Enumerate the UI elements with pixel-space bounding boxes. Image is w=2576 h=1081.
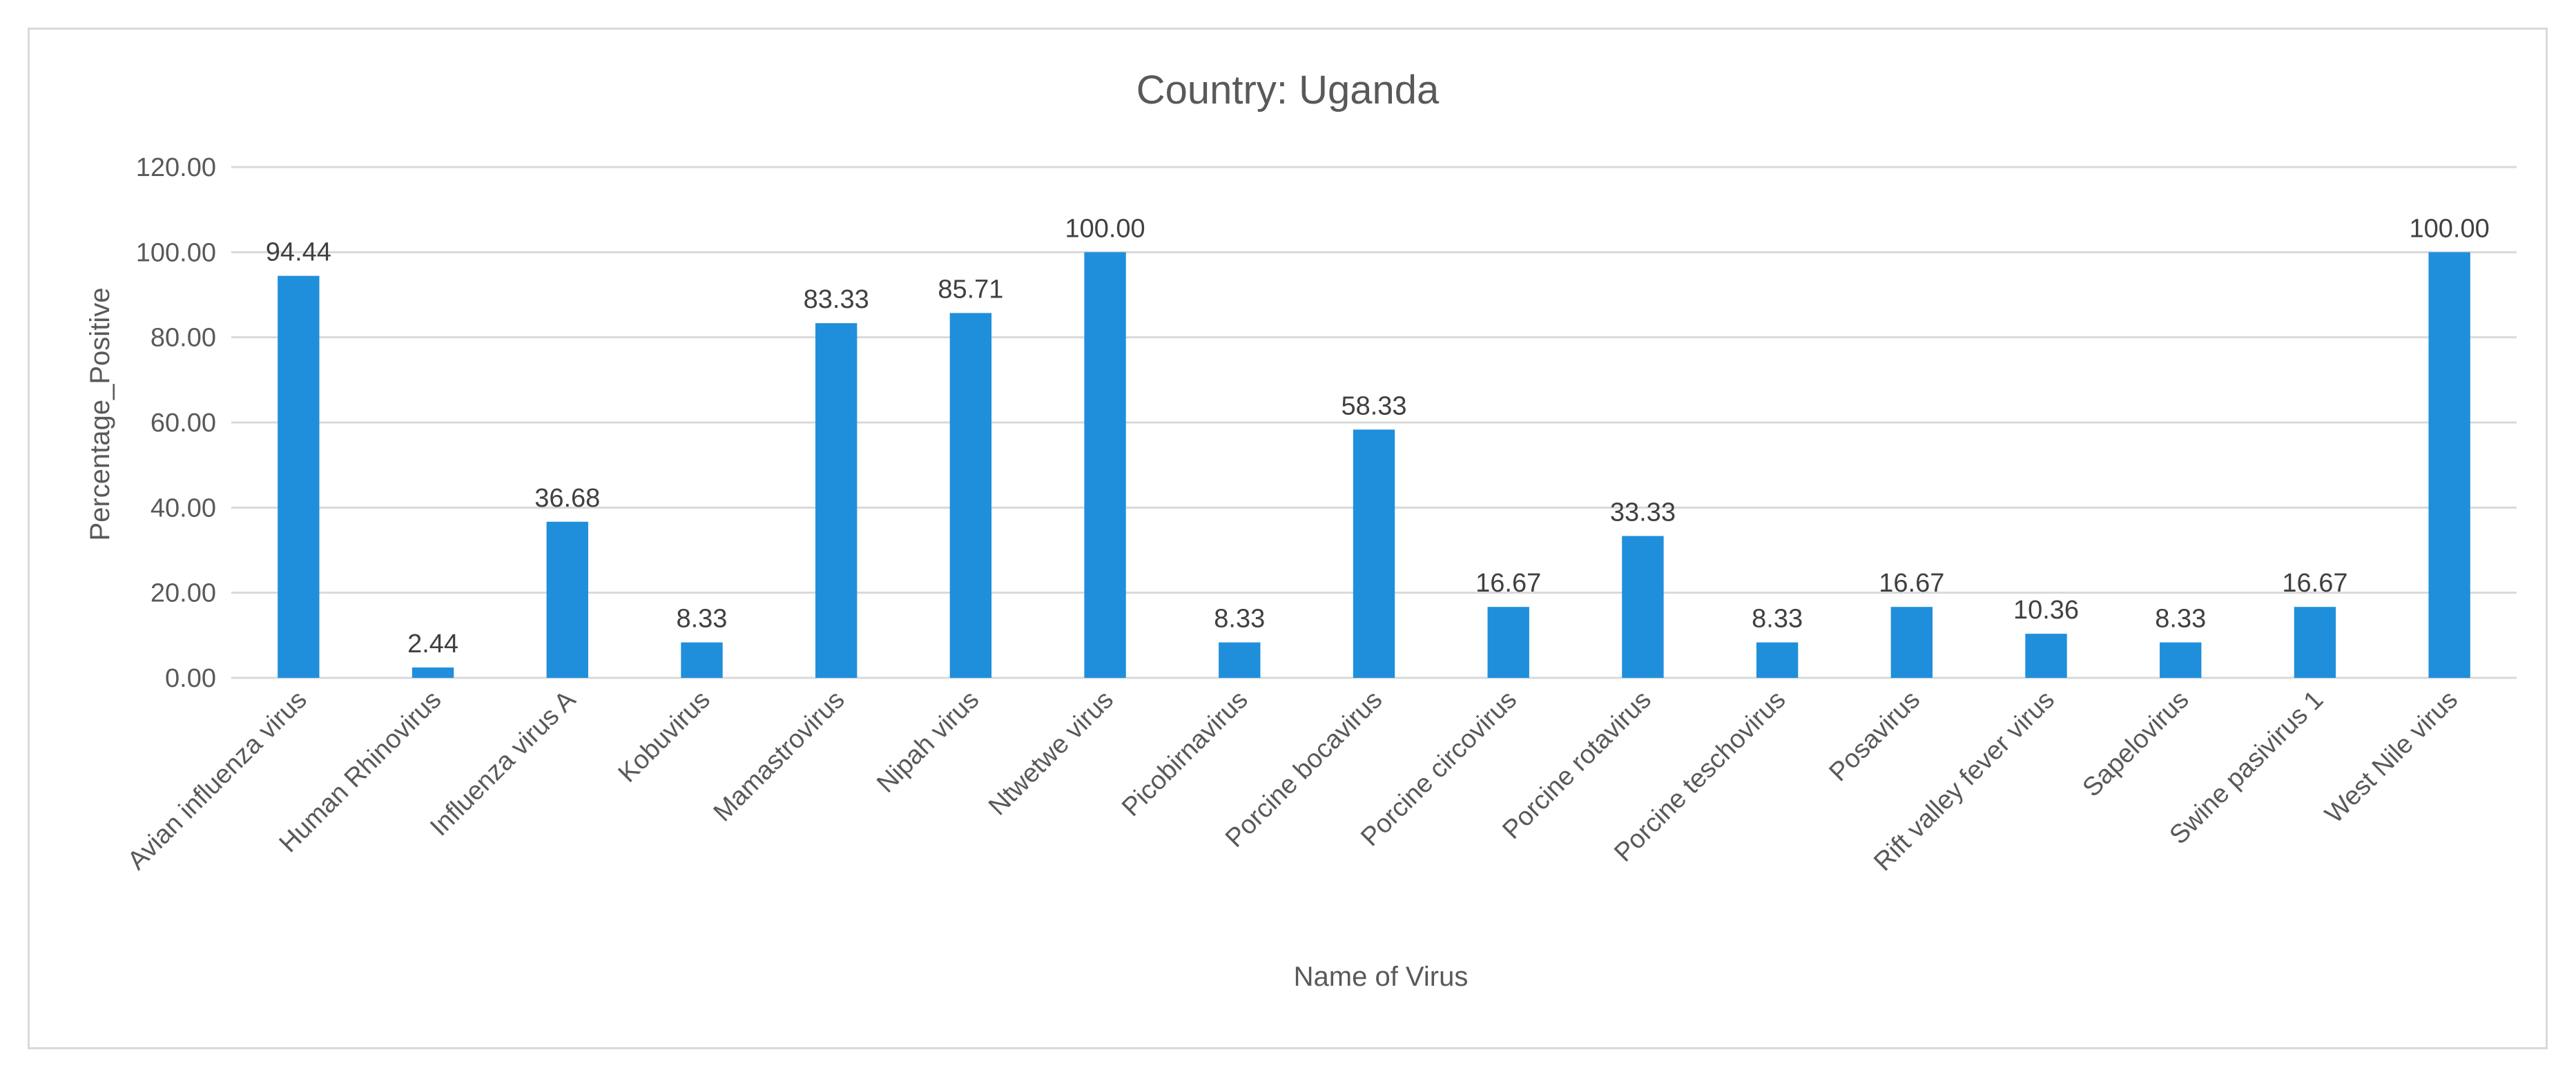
x-tick-label: Nipah virus (871, 685, 985, 799)
y-tick-label: 60.00 (151, 409, 216, 438)
bar (815, 323, 858, 678)
data-label: 16.67 (1475, 569, 1541, 598)
bars (278, 252, 2470, 679)
bar (949, 313, 992, 679)
data-label: 83.33 (804, 285, 869, 314)
bar (1353, 429, 1395, 678)
data-label: 16.67 (1879, 569, 1944, 598)
y-tick-label: 100.00 (136, 238, 216, 267)
data-label: 2.44 (407, 630, 458, 659)
data-label: 16.67 (2282, 569, 2347, 598)
bar (1756, 642, 1799, 678)
x-tick-label: Ntwetwe virus (983, 685, 1119, 821)
bar (411, 667, 454, 678)
x-tick-label: Posavirus (1824, 685, 1926, 788)
y-tick-label: 0.00 (165, 664, 216, 693)
y-tick-label: 20.00 (151, 579, 216, 608)
data-label: 33.33 (1610, 498, 1676, 527)
data-label: 58.33 (1341, 391, 1406, 420)
gridlines (231, 166, 2517, 679)
data-labels: 94.44 2.44 36.68 8.33 83.33 85.71 100.00 8.33 58… (266, 214, 2490, 659)
x-tick-label: Influenza virus A (425, 685, 581, 841)
bar (2025, 634, 2067, 678)
x-tick-label: West Nile virus (2320, 685, 2463, 829)
bar (1487, 607, 1529, 678)
data-label: 10.36 (2013, 596, 2079, 625)
data-label: 100.00 (1065, 214, 1145, 243)
bar (278, 275, 320, 678)
bar (2160, 642, 2202, 678)
y-tick-label: 120.00 (136, 153, 216, 182)
data-label: 8.33 (2155, 605, 2206, 634)
x-tick-label: Porcine rotavirus (1497, 685, 1656, 845)
chart-frame (28, 28, 2548, 1049)
bar (1622, 536, 1664, 678)
y-tick-label: 80.00 (151, 324, 216, 353)
chart-title: Country: Uganda (1136, 68, 1440, 113)
data-label: 8.33 (1214, 605, 1265, 634)
data-label: 94.44 (266, 238, 331, 267)
bar (1890, 607, 1933, 678)
data-label: 8.33 (1752, 605, 1803, 634)
y-axis-title: Percentage_Positive (85, 288, 115, 541)
bar (1219, 642, 1261, 678)
x-tick-label: Sapelovirus (2077, 685, 2194, 803)
x-tick-label: Kobuvirus (613, 685, 716, 788)
data-label: 8.33 (676, 605, 727, 634)
data-label: 85.71 (938, 275, 1003, 304)
bar (2294, 607, 2336, 678)
bar (681, 642, 723, 678)
bar (2428, 252, 2470, 678)
data-label: 100.00 (2410, 214, 2490, 243)
x-axis-title: Name of Virus (1294, 962, 1469, 992)
y-tick-label: 40.00 (151, 494, 216, 523)
bar (546, 521, 588, 678)
data-label: 36.68 (534, 484, 600, 513)
y-axis-ticks: 0.00 20.00 40.00 60.00 80.00 100.00 120.00 (136, 153, 216, 693)
x-tick-label: Mamastrovirus (708, 685, 851, 828)
bar (1084, 252, 1126, 678)
x-tick-label: Picobirnavirus (1116, 685, 1253, 822)
